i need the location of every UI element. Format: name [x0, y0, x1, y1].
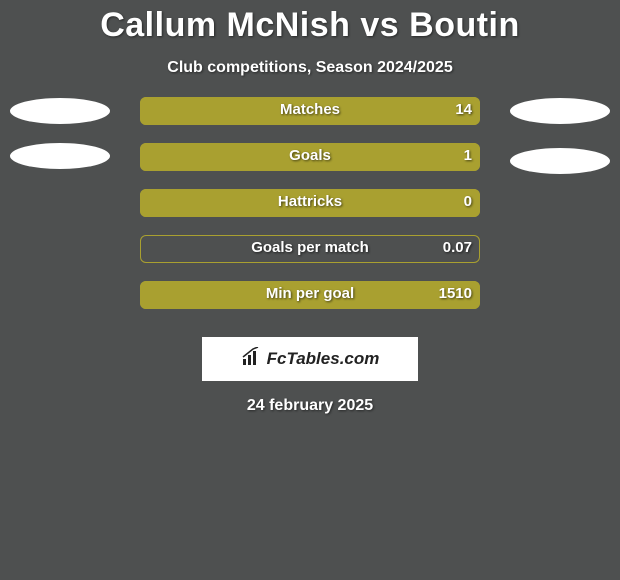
player-right-marker — [510, 98, 610, 124]
stat-label: Goals — [140, 147, 480, 164]
comparison-rows: Matches14 Goals1 Hattricks0 Goals per match… — [0, 89, 620, 319]
comparison-row: Matches14 — [0, 89, 620, 135]
comparison-row: Hattricks0 — [0, 181, 620, 227]
subtitle: Club competitions, Season 2024/2025 — [0, 59, 620, 77]
comparison-row: Goals per match0.07 — [0, 227, 620, 273]
stat-bar: Goals per match0.07 — [140, 235, 480, 263]
comparison-row: Min per goal1510 — [0, 273, 620, 319]
comparison-row: Goals1 — [0, 135, 620, 181]
stat-right-value: 1 — [464, 147, 472, 164]
stat-bar: Goals1 — [140, 143, 480, 171]
stat-bar: Min per goal1510 — [140, 281, 480, 309]
stat-bar: Matches14 — [140, 97, 480, 125]
stat-bar: Hattricks0 — [140, 189, 480, 217]
stat-label: Matches — [140, 101, 480, 118]
date-line: 24 february 2025 — [0, 397, 620, 415]
stat-right-value: 14 — [455, 101, 472, 118]
brand-text: FcTables.com — [267, 349, 380, 369]
stat-label: Goals per match — [140, 239, 480, 256]
stat-label: Min per goal — [140, 285, 480, 302]
player-right-marker — [510, 148, 610, 174]
player-left-marker — [10, 143, 110, 169]
chart-icon — [241, 347, 263, 372]
stat-right-value: 0 — [464, 193, 472, 210]
player-left-marker — [10, 98, 110, 124]
brand-box[interactable]: FcTables.com — [202, 337, 418, 381]
stat-label: Hattricks — [140, 193, 480, 210]
stat-right-value: 1510 — [439, 285, 472, 302]
page-title: Callum McNish vs Boutin — [0, 0, 620, 47]
stat-right-value: 0.07 — [443, 239, 472, 256]
